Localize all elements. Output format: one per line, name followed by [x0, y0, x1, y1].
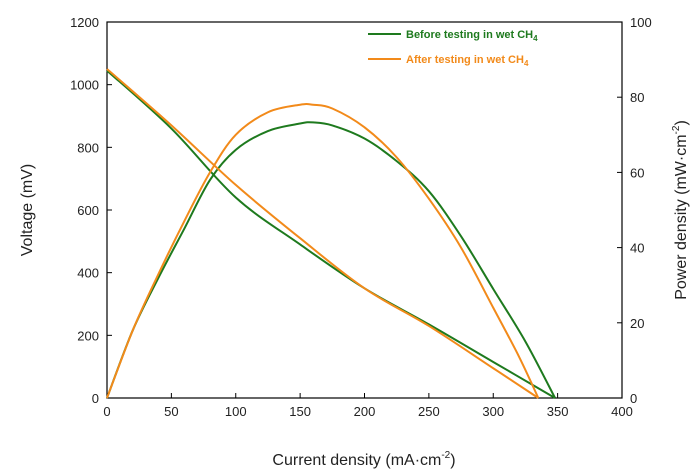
- x-tick-label: 300: [482, 404, 504, 419]
- y-left-tick-label: 0: [92, 391, 99, 406]
- series-group: [106, 68, 556, 399]
- x-tick-label: 150: [289, 404, 311, 419]
- x-axis-title: Current density (mA·cm-2): [272, 450, 455, 469]
- x-tick-label: 200: [354, 404, 376, 419]
- y-left-axis-title: Voltage (mV): [19, 164, 36, 256]
- x-tick-label: 100: [225, 404, 247, 419]
- legend-label-after: After testing in wet CH4: [406, 54, 529, 68]
- voltage-line-before: [106, 69, 556, 399]
- y-left-tick-label: 200: [77, 328, 99, 343]
- power-line-after: [106, 103, 540, 399]
- y-left-axis-ticks: 0 200 400 600 800 1000 1200: [70, 15, 112, 406]
- power-line-before: [106, 121, 556, 399]
- x-tick-label: 250: [418, 404, 440, 419]
- x-tick-label: 0: [103, 404, 110, 419]
- x-tick-label: 50: [164, 404, 178, 419]
- x-tick-label: 350: [547, 404, 569, 419]
- y-right-tick-label: 80: [630, 90, 644, 105]
- y-left-tick-label: 800: [77, 140, 99, 155]
- x-axis-ticks: 0 50 100 150 200 250 300 350 400: [103, 393, 633, 419]
- y-left-tick-label: 600: [77, 203, 99, 218]
- y-right-tick-label: 40: [630, 241, 644, 256]
- y-left-tick-label: 1200: [70, 15, 99, 30]
- plot-frame: [106, 21, 623, 399]
- y-right-tick-label: 20: [630, 316, 644, 331]
- legend: Before testing in wet CH4 After testing …: [368, 29, 538, 68]
- voltage-line-after: [106, 68, 539, 399]
- y-right-axis-ticks: 0 20 40 60 80 100: [617, 15, 652, 406]
- y-right-tick-label: 100: [630, 15, 652, 30]
- legend-label-before: Before testing in wet CH4: [406, 29, 538, 43]
- y-right-tick-label: 60: [630, 165, 644, 180]
- y-right-tick-label: 0: [630, 391, 637, 406]
- y-right-axis-title: Power density (mW·cm-2): [671, 120, 690, 300]
- y-left-tick-label: 400: [77, 266, 99, 281]
- x-tick-label: 400: [611, 404, 633, 419]
- y-left-tick-label: 1000: [70, 78, 99, 93]
